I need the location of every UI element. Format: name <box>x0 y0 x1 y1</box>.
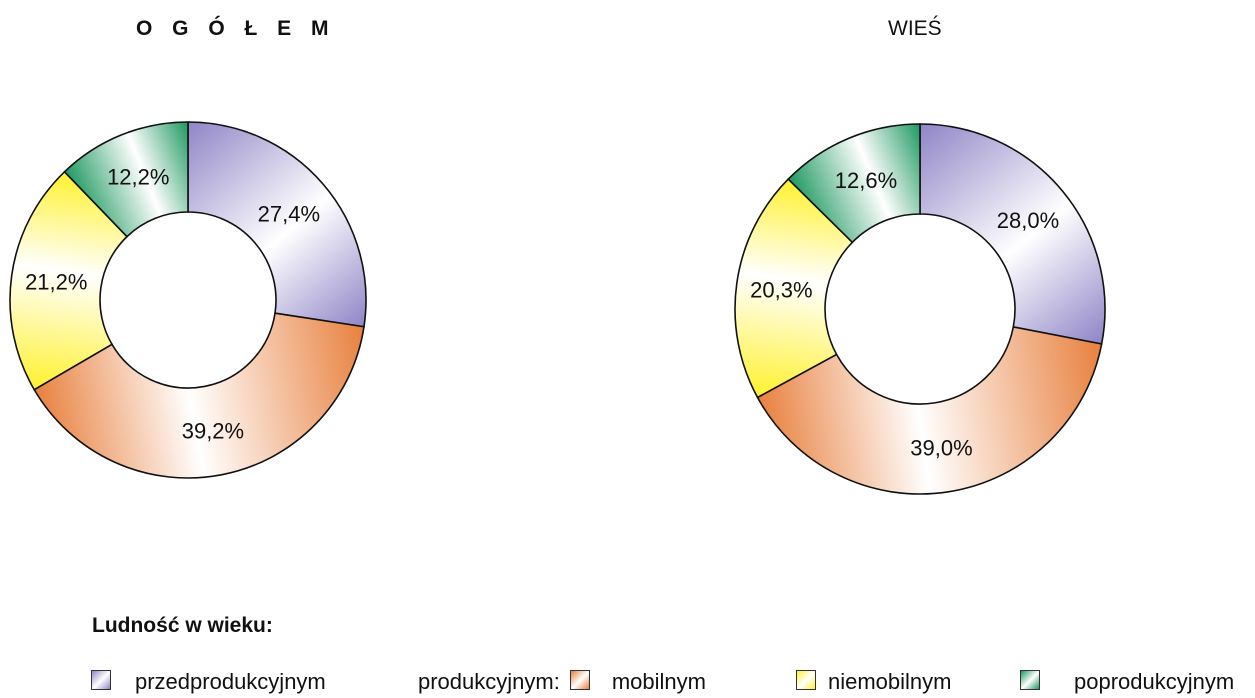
donut-chart-ogolem: 27,4% 39,2% 21,2% 12,2% <box>9 121 367 479</box>
legend-heading: Ludność w wieku: <box>92 614 273 637</box>
donut-slice-niemobilnym <box>734 177 854 399</box>
donut-slice-mobilnym <box>33 312 365 479</box>
legend-label-przedprodukcyjnym: przedprodukcyjnym <box>135 669 326 694</box>
legend-item-mobilnym: produkcyjnym: mobilnym <box>418 668 706 698</box>
legend-label-mobilnym: mobilnym <box>611 669 706 694</box>
legend-swatch-mobilnym <box>569 670 590 690</box>
legend-swatch-przedprodukcyjnym <box>91 670 111 690</box>
legend: przedprodukcyjnym produkcyjnym: mobilnym… <box>0 668 1255 698</box>
legend-swatch-niemobilnym <box>796 670 816 690</box>
donut-label-przedprodukcyjnym: 28,0% <box>997 208 1059 233</box>
donut-label-niemobilnym: 20,3% <box>750 277 812 302</box>
legend-label-niemobilnym: niemobilnym <box>828 669 952 694</box>
donut-label-mobilnym: 39,2% <box>182 419 244 444</box>
donut-slice-poprodukcyjnym <box>63 121 189 238</box>
donut-slice-poprodukcyjnym <box>787 123 921 244</box>
legend-item-przedprodukcyjnym: przedprodukcyjnym <box>91 668 326 698</box>
donut-chart-wies: 28,0% 39,0% 20,3% 12,6% <box>734 123 1106 495</box>
donut-slice-niemobilnym <box>9 170 129 391</box>
legend-swatch-poprodukcyjnym <box>1020 670 1040 690</box>
donut-label-poprodukcyjnym: 12,6% <box>835 168 897 193</box>
chart-title-ogolem: O G Ó Ł E M <box>136 17 336 40</box>
legend-group-produkcyjnym: produkcyjnym: <box>418 669 560 694</box>
legend-item-poprodukcyjnym: poprodukcyjnym <box>1020 668 1234 698</box>
donut-label-poprodukcyjnym: 12,2% <box>107 165 169 190</box>
legend-label-poprodukcyjnym: poprodukcyjnym <box>1074 669 1235 694</box>
chart-title-wies: WIEŚ <box>888 17 942 40</box>
donut-label-przedprodukcyjnym: 27,4% <box>258 201 320 226</box>
donut-slice-przedprodukcyjnym <box>187 121 367 328</box>
donut-slice-przedprodukcyjnym <box>919 123 1106 345</box>
donut-label-mobilnym: 39,0% <box>910 435 972 460</box>
legend-item-niemobilnym: niemobilnym <box>796 668 952 698</box>
donut-slice-mobilnym <box>756 326 1103 495</box>
donut-label-niemobilnym: 21,2% <box>25 270 87 295</box>
